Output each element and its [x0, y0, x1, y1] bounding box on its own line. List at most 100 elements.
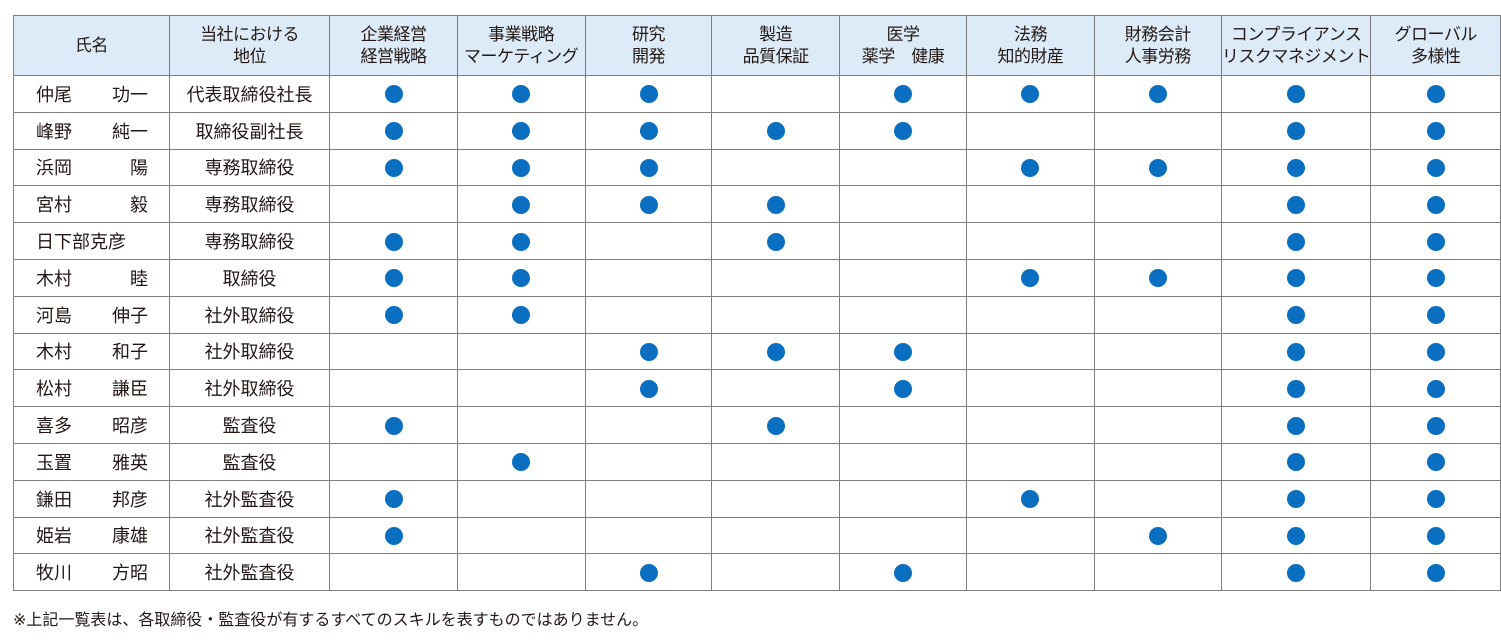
member-name: 鎌田 邦彦 [13, 479, 170, 518]
skill-cell [329, 479, 458, 518]
skill-cell [1093, 553, 1222, 592]
skill-marker-dot [1287, 526, 1306, 545]
member-position: 専務取締役 [168, 222, 331, 260]
member-position: 社外取締役 [168, 295, 331, 334]
skill-cell [329, 222, 458, 260]
member-position: 社外監査役 [168, 553, 331, 592]
skill-cell [456, 185, 586, 224]
skill-marker-dot [512, 453, 531, 472]
skill-marker-dot [384, 416, 403, 435]
skill-marker-dot [1426, 195, 1445, 214]
skill-cell [1093, 185, 1222, 224]
skill-marker-dot [1426, 158, 1445, 177]
skill-marker-dot [1426, 490, 1445, 509]
member-given-name: 昭彦 [112, 416, 148, 438]
skill-marker-dot [1287, 306, 1306, 325]
skill-cell [584, 258, 713, 297]
skill-cell [838, 553, 968, 592]
skill-marker-dot [1021, 269, 1040, 288]
skill-cell [329, 553, 458, 592]
skill-marker-dot [512, 269, 531, 288]
skill-cell [584, 185, 713, 224]
skill-cell [456, 75, 586, 113]
member-position: 取締役 [168, 258, 331, 297]
skill-cell [711, 406, 840, 444]
skill-marker-dot [894, 342, 913, 361]
skill-marker-dot [1287, 416, 1306, 435]
skill-marker-dot [1287, 342, 1306, 361]
skill-marker-dot [1426, 122, 1445, 141]
skill-cell [1220, 516, 1372, 555]
skill-cell [711, 295, 840, 334]
skill-cell [584, 332, 713, 371]
member-name: 宮村 毅 [13, 185, 170, 224]
member-name: 姫岩 康雄 [13, 516, 170, 555]
skill-marker-dot [1426, 563, 1445, 582]
skill-marker-dot [384, 85, 403, 104]
skill-marker-dot [512, 158, 531, 177]
skill-cell [838, 222, 968, 260]
table-row: 日下部克彦 専務取締役 [13, 222, 1501, 260]
footnote: ※上記一覧表は、各取締役・監査役が有するすべてのスキルを表すものではありません。 [13, 610, 649, 629]
skill-cell [711, 479, 840, 518]
skill-cell [456, 406, 586, 444]
skill-cell [329, 516, 458, 555]
skill-cell [1220, 295, 1372, 334]
skill-marker-dot [766, 416, 785, 435]
header-row: 氏名 当社における 地位 企業経営 経営戦略 事業戦略 マーケティング 研究 開発 製造 品質… [13, 15, 1501, 76]
skill-cell [329, 442, 458, 481]
member-given-name: 毅 [130, 195, 148, 217]
skill-cell [584, 369, 713, 408]
table-row: 仲尾 功一 代表取締役社長 [13, 75, 1501, 113]
skill-marker-dot [1287, 269, 1306, 288]
skill-cell [456, 369, 586, 408]
skill-cell [1370, 148, 1501, 187]
skill-marker-dot [1426, 453, 1445, 472]
skill-cell [966, 185, 1095, 224]
skill-cell [1370, 111, 1501, 150]
skill-cell [838, 442, 968, 481]
member-position: 代表取締役社長 [168, 75, 331, 113]
skill-cell [711, 258, 840, 297]
table-row: 木村 睦取締役 [13, 258, 1501, 297]
member-given-name: 陽 [130, 158, 148, 180]
skill-cell [456, 148, 586, 187]
skill-cell [966, 111, 1095, 150]
member-family-name: 牧川 [36, 563, 72, 585]
skill-cell [711, 111, 840, 150]
member-position: 監査役 [168, 442, 331, 481]
member-name: 木村 和子 [13, 332, 170, 371]
member-family-name: 日下部克彦 [36, 232, 126, 254]
skill-marker-dot [894, 563, 913, 582]
skill-cell [711, 222, 840, 260]
skill-cell [584, 148, 713, 187]
skill-cell [456, 222, 586, 260]
skill-marker-dot [894, 379, 913, 398]
member-family-name: 姫岩 [36, 526, 72, 548]
skill-cell [456, 111, 586, 150]
member-position: 社外監査役 [168, 516, 331, 555]
member-family-name: 仲尾 [36, 84, 72, 106]
skill-marker-dot [766, 342, 785, 361]
skill-cell [1093, 516, 1222, 555]
member-name: 玉置 雅英 [13, 442, 170, 481]
skill-cell [329, 295, 458, 334]
skill-marker-dot [384, 232, 403, 251]
skill-cell [711, 75, 840, 113]
skill-cell [1093, 222, 1222, 260]
skill-cell [966, 406, 1095, 444]
member-given-name: 謙臣 [112, 379, 148, 401]
skill-marker-dot [384, 122, 403, 141]
skill-cell [711, 369, 840, 408]
member-family-name: 宮村 [36, 195, 72, 217]
skill-cell [1220, 222, 1372, 260]
skill-cell [1370, 553, 1501, 592]
member-given-name: 康雄 [112, 526, 148, 548]
skill-cell [1093, 369, 1222, 408]
table-row: 浜岡 陽専務取締役 [13, 148, 1501, 187]
skills-matrix-table: 氏名 当社における 地位 企業経営 経営戦略 事業戦略 マーケティング 研究 開発 製造 品質… [13, 15, 1501, 592]
skill-cell [838, 332, 968, 371]
skill-cell [329, 369, 458, 408]
skill-cell [329, 258, 458, 297]
member-given-name: 邦彦 [112, 489, 148, 511]
